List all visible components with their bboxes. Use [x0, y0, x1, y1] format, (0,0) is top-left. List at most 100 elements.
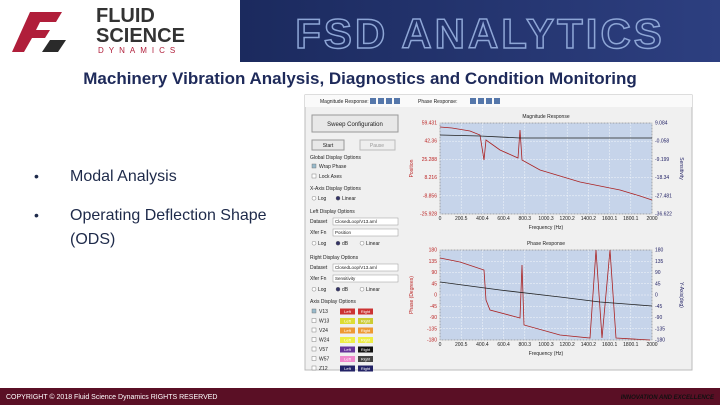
- label: Wrap Phase: [319, 164, 347, 170]
- radio[interactable]: [311, 195, 317, 201]
- dropdown[interactable]: [332, 263, 399, 272]
- x-tick-label: 600.4: [497, 342, 510, 348]
- label: Log: [318, 241, 327, 247]
- radio[interactable]: [335, 240, 341, 246]
- button[interactable]: [340, 327, 355, 334]
- y-tick-label: -45: [430, 304, 437, 310]
- y2-tick-label: -135: [655, 326, 665, 332]
- checkbox[interactable]: [311, 356, 317, 361]
- label: Axis Display Options: [310, 299, 356, 305]
- dropdown[interactable]: [332, 274, 399, 283]
- button[interactable]: [358, 318, 373, 324]
- label: Z12: [319, 366, 328, 372]
- label: Position: [335, 230, 352, 235]
- button[interactable]: [358, 365, 373, 372]
- y-tick-label: -90: [430, 315, 437, 321]
- button[interactable]: [340, 318, 355, 324]
- y2-tick-label: -36.622: [655, 212, 672, 218]
- checkbox[interactable]: [311, 308, 317, 314]
- label: Global Display Options: [310, 155, 361, 161]
- banner-text: FSD ANALYTICS: [295, 10, 665, 57]
- toolbar-icon: [470, 98, 476, 104]
- copyright: COPYRIGHT © 2018 Fluid Science Dynamics …: [6, 393, 217, 401]
- button[interactable]: [340, 308, 355, 315]
- x-tick-label: 0: [439, 216, 442, 222]
- button[interactable]: [358, 308, 373, 315]
- button[interactable]: [358, 346, 373, 353]
- label: Lock Axes: [319, 174, 342, 180]
- radio[interactable]: [335, 195, 341, 201]
- label: Xfer Fn: [310, 276, 327, 282]
- label: Right Display Options: [310, 255, 359, 261]
- label: Xfer Fn: [310, 230, 327, 236]
- x-axis-label: Frequency (Hz): [529, 225, 564, 231]
- radio[interactable]: [359, 240, 365, 246]
- button[interactable]: [311, 139, 345, 151]
- checkbox[interactable]: [311, 173, 317, 179]
- label: X-Axis Display Options: [310, 186, 361, 192]
- radio[interactable]: [311, 240, 317, 246]
- x-tick-label: 1600.1: [602, 216, 618, 222]
- checkbox[interactable]: [311, 327, 317, 333]
- plot-title: Magnitude Response: [522, 114, 569, 120]
- y2-tick-label: 45: [655, 281, 661, 287]
- y-tick-label: -25.928: [420, 212, 437, 218]
- y-tick-label: 59.431: [422, 121, 438, 127]
- label: Dataset: [310, 219, 328, 225]
- button[interactable]: [358, 337, 373, 343]
- label: Left: [344, 338, 352, 343]
- y-tick-label: 135: [429, 259, 438, 265]
- x-tick-label: 600.4: [497, 216, 510, 222]
- x-tick-label: 1800.1: [623, 216, 639, 222]
- label: Phase Response:: [418, 99, 457, 105]
- y-tick-label: 0: [434, 293, 437, 299]
- logo-mark: [42, 40, 66, 52]
- checkbox[interactable]: [311, 318, 317, 323]
- y2-tick-label: -18.34: [655, 175, 669, 181]
- button[interactable]: [340, 365, 355, 372]
- button[interactable]: [340, 346, 355, 353]
- dropdown[interactable]: [332, 217, 399, 226]
- checkbox[interactable]: [311, 163, 317, 169]
- radio[interactable]: [311, 287, 317, 292]
- dropdown[interactable]: [332, 228, 399, 237]
- button: [359, 139, 396, 151]
- trace: [439, 126, 653, 201]
- trace: [439, 134, 652, 139]
- radio[interactable]: [359, 287, 365, 292]
- label: Magnitude Response:: [320, 99, 369, 105]
- checkbox[interactable]: [311, 365, 317, 371]
- label: Start: [323, 143, 334, 149]
- label: Left: [344, 319, 352, 324]
- button[interactable]: [340, 337, 355, 343]
- checkbox[interactable]: [311, 346, 317, 352]
- trace: [439, 249, 651, 341]
- toolbar-icon: [394, 98, 400, 104]
- label: Linear: [366, 287, 380, 293]
- y-tick-label: -8.856: [423, 193, 437, 199]
- label: Left: [344, 328, 352, 333]
- button[interactable]: [358, 327, 373, 334]
- y-tick-label: 45: [431, 281, 437, 287]
- button[interactable]: [311, 114, 399, 133]
- label: W13: [319, 319, 330, 325]
- x-tick-label: 2000: [646, 216, 657, 222]
- button[interactable]: [358, 356, 373, 362]
- button[interactable]: [340, 356, 355, 362]
- label: Left Display Options: [310, 209, 355, 215]
- logo-mark: [12, 12, 62, 52]
- logo-text: DYNAMICS: [98, 46, 180, 55]
- radio[interactable]: [335, 287, 341, 292]
- y2-tick-label: 9.084: [655, 121, 668, 127]
- toolbar-icon: [386, 98, 392, 104]
- toolbar-icon: [478, 98, 484, 104]
- label: Right: [361, 357, 371, 362]
- label: ClosedLoop/V13.aml: [335, 219, 377, 224]
- x-tick-label: 200.5: [455, 342, 468, 348]
- label: V24: [319, 328, 328, 334]
- checkbox[interactable]: [311, 337, 317, 342]
- x-tick-label: 1000.3: [538, 216, 554, 222]
- y2-tick-label: -9.199: [655, 157, 669, 163]
- footer-bar: [0, 388, 720, 405]
- bullet: Modal Analysis: [70, 168, 177, 185]
